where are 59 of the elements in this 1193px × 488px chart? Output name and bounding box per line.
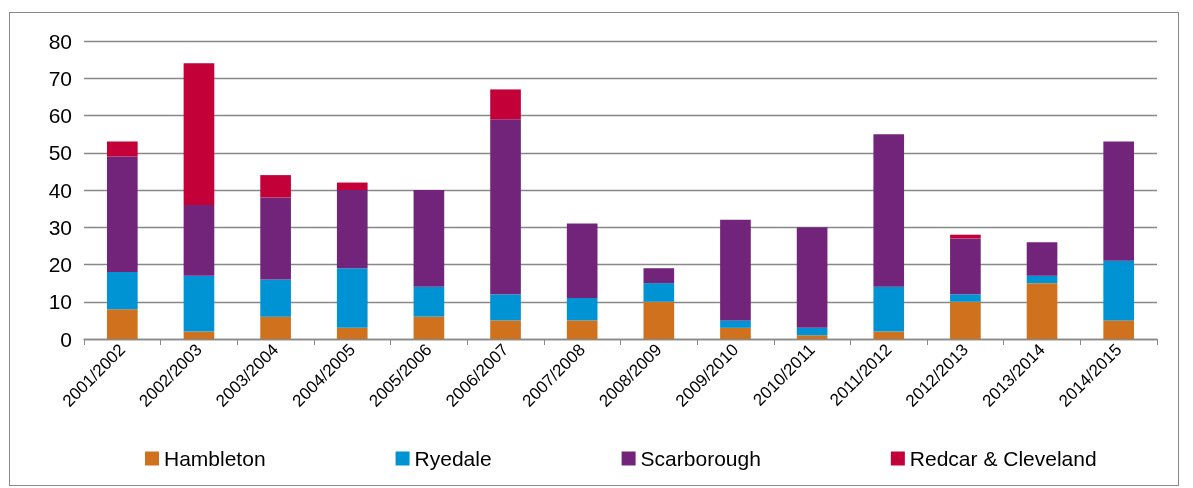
- bar: [106, 156, 138, 272]
- bar: [413, 316, 445, 339]
- bar: [643, 301, 675, 339]
- legend-label: Hambleton: [164, 447, 266, 470]
- bar: [720, 327, 751, 339]
- bar: [796, 335, 828, 339]
- bar: [873, 331, 905, 339]
- bar: [336, 268, 368, 328]
- bar: [1026, 275, 1058, 284]
- bar: [873, 286, 905, 332]
- bar: [413, 286, 445, 317]
- legend-label: Scarborough: [640, 447, 761, 470]
- bar: [183, 204, 215, 276]
- bar: [490, 119, 521, 295]
- bar: [413, 190, 445, 287]
- bar: [183, 63, 215, 205]
- bar: [106, 141, 138, 157]
- bar: [106, 309, 138, 339]
- y-tick-label: 10: [48, 290, 72, 314]
- bar: [796, 227, 828, 328]
- bar: [490, 320, 521, 339]
- bar: [566, 298, 598, 321]
- legend-label: Redcar & Cleveland: [909, 447, 1097, 470]
- bar: [720, 219, 751, 321]
- bar: [950, 294, 981, 302]
- bar: [873, 134, 905, 287]
- bar: [490, 89, 521, 120]
- bar: [183, 331, 215, 339]
- bar: [1103, 320, 1135, 339]
- bar: [720, 320, 751, 328]
- bar: [1026, 242, 1058, 276]
- bar: [336, 327, 368, 339]
- bar: [490, 294, 521, 321]
- y-tick-label: 20: [48, 253, 72, 276]
- bar: [643, 283, 675, 302]
- bar: [566, 223, 598, 299]
- bar: [260, 316, 291, 339]
- bar: [1103, 260, 1135, 321]
- y-tick-label: 40: [48, 178, 72, 202]
- bar: [260, 175, 291, 198]
- bar: [950, 301, 981, 339]
- bar: [1026, 283, 1058, 339]
- bar: [950, 238, 981, 295]
- bar: [260, 279, 291, 317]
- y-tick-label: 50: [48, 141, 72, 165]
- y-tick-label: 80: [48, 29, 72, 53]
- y-tick-label: 30: [48, 215, 72, 239]
- bar: [643, 268, 675, 284]
- bar: [1103, 141, 1135, 261]
- bar: [260, 197, 291, 280]
- legend-label: Ryedale: [414, 447, 492, 470]
- bar: [106, 271, 138, 310]
- bar: [566, 320, 598, 339]
- y-tick-label: 60: [48, 104, 72, 127]
- bar: [796, 327, 828, 336]
- bar: [336, 182, 368, 190]
- bar: [183, 275, 215, 332]
- y-tick-label: 70: [48, 66, 72, 90]
- bar: [336, 190, 368, 269]
